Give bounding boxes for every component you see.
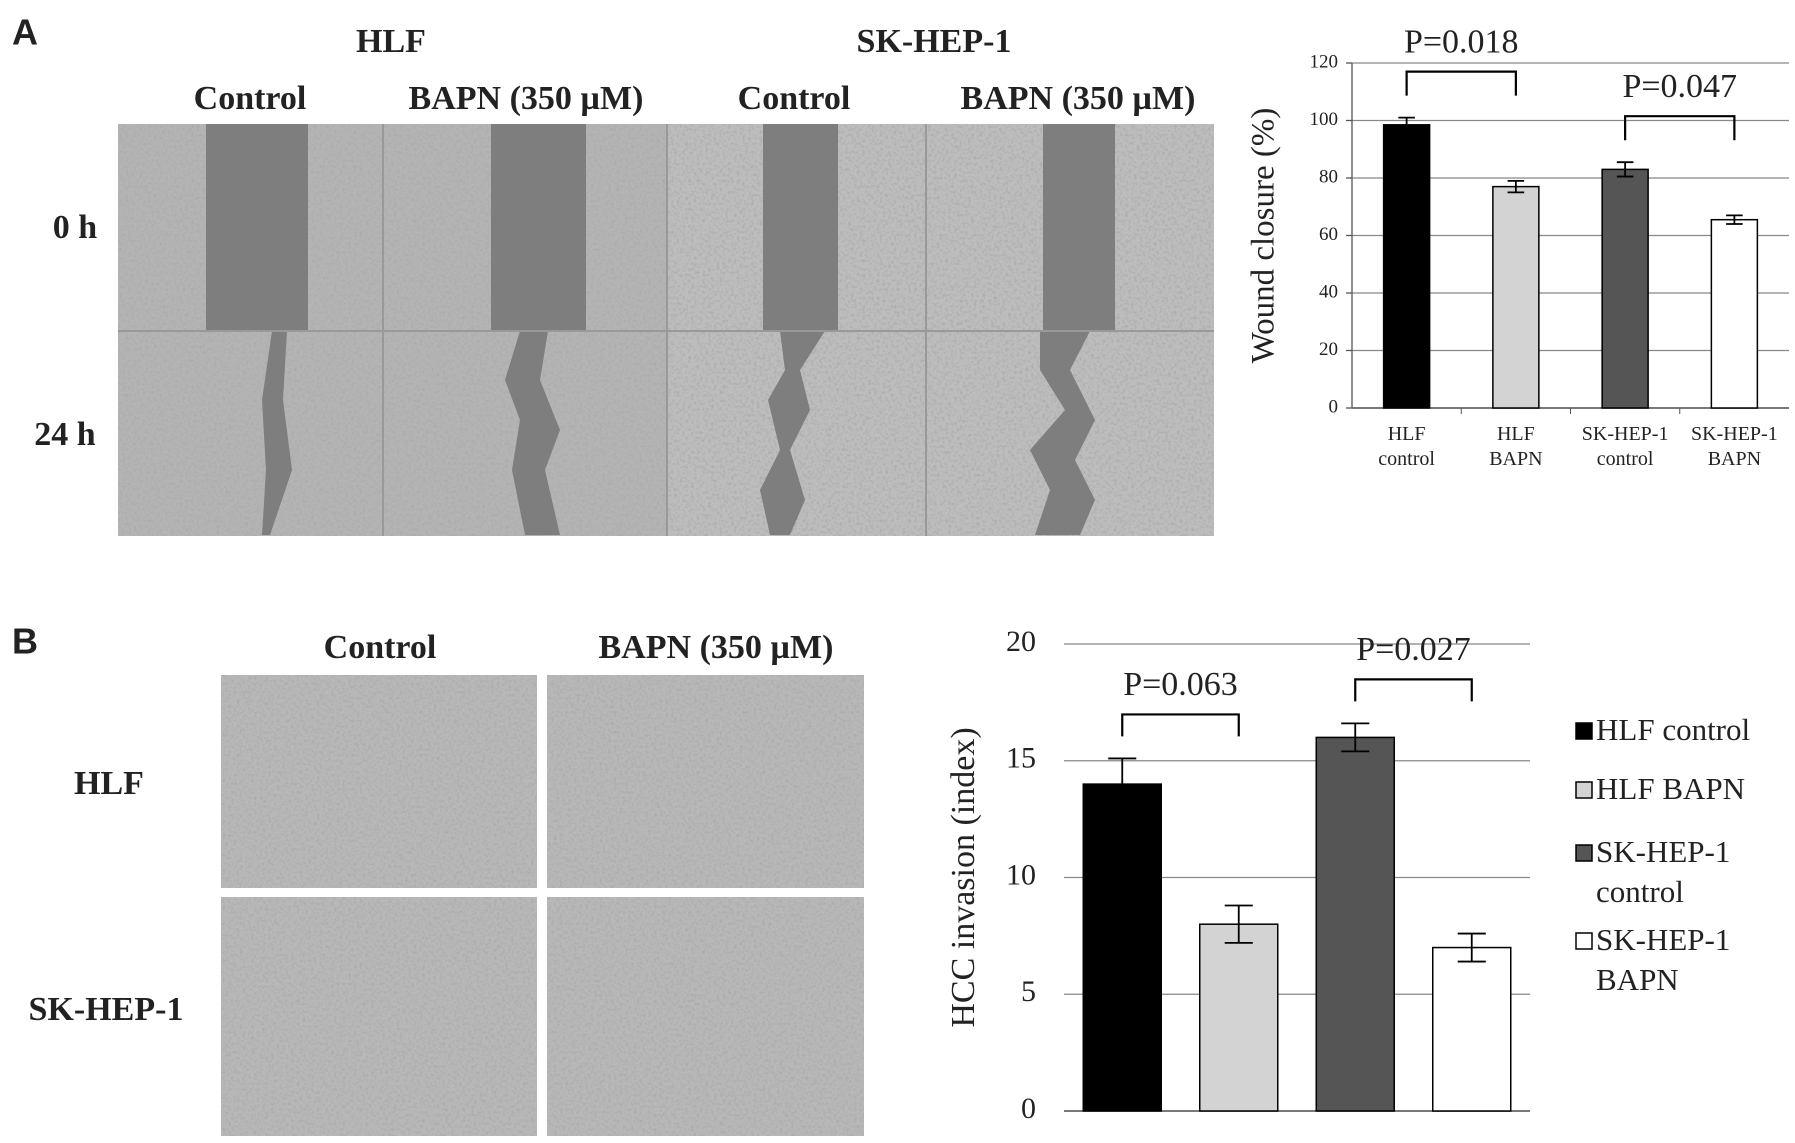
- significance-bracket: [1405, 70, 1517, 96]
- panel-label: B: [12, 621, 38, 662]
- x-tick-label: SK-HEP-1 control: [1582, 423, 1669, 470]
- bar: [1432, 946, 1512, 1112]
- condition: BAPN (350 µM): [409, 80, 644, 117]
- y-tick-label: 20: [1319, 339, 1338, 360]
- p-value: P=0.047: [1622, 68, 1737, 105]
- cell-line: SK-HEP-1: [29, 991, 184, 1028]
- condition: Control: [194, 80, 307, 117]
- y-tick-label: 5: [1021, 975, 1036, 1008]
- bar: [1082, 783, 1162, 1112]
- time-label: 24 h: [34, 416, 96, 453]
- x-tick-label: HLF BAPN: [1489, 423, 1542, 470]
- legend-swatch: [1575, 844, 1593, 862]
- error-bar: [1457, 932, 1486, 963]
- y-axis-label: HCC invasion (index): [945, 727, 982, 1027]
- invasion-micrographs: [221, 675, 864, 1136]
- error-bar: [1341, 722, 1370, 753]
- y-tick-label: 80: [1319, 166, 1338, 187]
- legend-label: HLF control: [1596, 712, 1750, 747]
- condition: Control: [324, 629, 437, 666]
- y-tick-label: 100: [1310, 109, 1339, 130]
- error-bar: [1108, 757, 1137, 811]
- cell-line: SK-HEP-1: [857, 23, 1012, 60]
- x-tick-label: HLF control: [1378, 423, 1435, 470]
- legend-label: HLF BAPN: [1596, 771, 1745, 806]
- legend-swatch: [1575, 722, 1593, 740]
- y-tick-label: 15: [1006, 742, 1036, 775]
- y-tick-label: 0: [1021, 1092, 1036, 1125]
- cell-line: HLF: [356, 23, 426, 60]
- significance-bracket: [1624, 115, 1736, 141]
- bar: [1601, 168, 1649, 409]
- wound-micrographs: [118, 124, 1214, 536]
- error-bar: [1224, 904, 1253, 944]
- y-tick-label: 60: [1319, 224, 1338, 245]
- bar: [1315, 736, 1395, 1112]
- significance-bracket: [1354, 678, 1473, 702]
- bar: [1199, 923, 1279, 1112]
- condition: Control: [738, 80, 851, 117]
- panel-label: A: [12, 12, 38, 53]
- time-label: 0 h: [53, 209, 98, 246]
- x-tick-label: SK-HEP-1 BAPN: [1691, 423, 1778, 470]
- y-tick-label: 10: [1006, 858, 1036, 891]
- significance-bracket: [1121, 713, 1240, 737]
- error-bar: [1616, 161, 1634, 178]
- y-tick-label: 0: [1329, 396, 1339, 417]
- error-bar: [1726, 214, 1743, 225]
- error-bar: [1507, 179, 1525, 194]
- legend-label: SK-HEP-1 BAPN: [1596, 922, 1730, 997]
- p-value: P=0.018: [1404, 23, 1519, 60]
- bar: [1382, 124, 1431, 409]
- y-tick-label: 40: [1319, 281, 1338, 302]
- bar: [1492, 185, 1540, 409]
- p-value: P=0.027: [1356, 631, 1471, 668]
- bar: [1710, 218, 1759, 409]
- legend-label: SK-HEP-1 control: [1596, 834, 1730, 909]
- y-axis-label: Wound closure (%): [1246, 108, 1282, 364]
- legend-swatch: [1575, 932, 1593, 950]
- condition: BAPN (350 µM): [961, 80, 1196, 117]
- error-bar: [1398, 116, 1415, 133]
- p-value: P=0.063: [1123, 666, 1238, 703]
- condition: BAPN (350 µM): [599, 629, 834, 666]
- y-tick-label: 20: [1006, 625, 1036, 658]
- y-tick-label: 120: [1310, 51, 1339, 72]
- cell-line: HLF: [74, 765, 144, 802]
- legend-swatch: [1575, 781, 1593, 799]
